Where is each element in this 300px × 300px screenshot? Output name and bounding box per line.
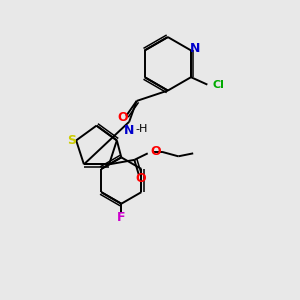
- Text: -H: -H: [136, 124, 148, 134]
- Text: F: F: [117, 211, 126, 224]
- Text: O: O: [117, 111, 128, 124]
- Text: N: N: [190, 42, 200, 56]
- Text: S: S: [67, 134, 76, 147]
- Text: O: O: [151, 146, 161, 158]
- Text: Cl: Cl: [213, 80, 225, 90]
- Text: O: O: [136, 172, 146, 185]
- Text: N: N: [124, 124, 134, 137]
